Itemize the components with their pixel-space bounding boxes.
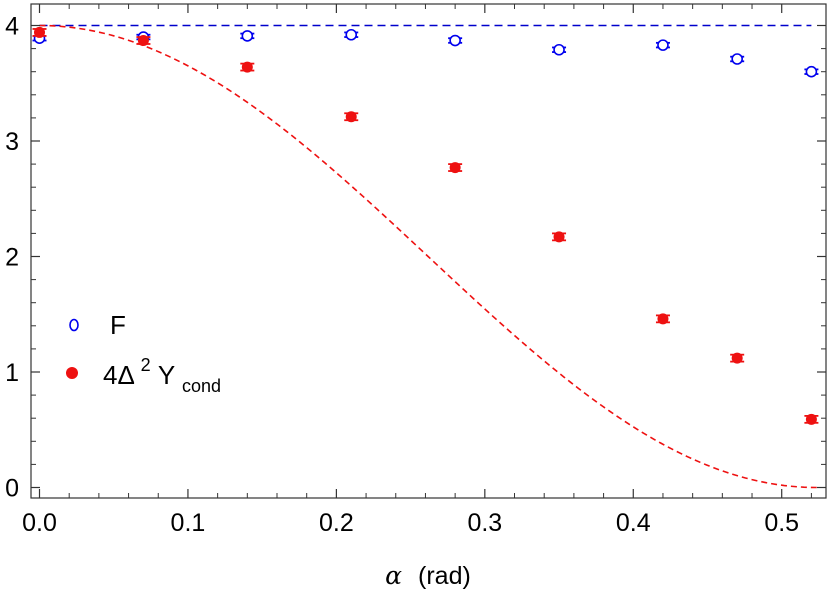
- reference-curve-cos2: [39, 24, 817, 489]
- legend-label-base: 4Δ: [103, 360, 134, 390]
- legend-label-4d2ycond: 4Δ 2 Y cond: [103, 347, 221, 396]
- x-axis-symbol: α: [385, 561, 402, 590]
- legend-item-f: F: [69, 310, 126, 340]
- data-point: [805, 413, 817, 425]
- data-point: [449, 34, 461, 47]
- data-point: [137, 35, 149, 47]
- y-tick-label: 0: [5, 475, 19, 503]
- data-point: [345, 111, 357, 123]
- x-tick-label: 0.1: [171, 509, 206, 537]
- data-point: [731, 352, 743, 364]
- legend-label-main: Y: [158, 360, 175, 390]
- y-tick-label: 4: [5, 13, 19, 41]
- legend-item-4d2ycond: 4Δ 2 Y cond: [66, 347, 221, 396]
- data-series: [32, 26, 819, 425]
- x-tick-label: 0.0: [22, 509, 57, 537]
- x-tick-label: 0.3: [467, 509, 502, 537]
- data-point: [657, 313, 669, 325]
- y-tick-label: 1: [5, 359, 19, 387]
- legend-label-sub: cond: [182, 376, 221, 396]
- reference-lines: [39, 24, 817, 489]
- data-point: [657, 39, 669, 51]
- data-point: [731, 53, 743, 65]
- series-1: [32, 26, 819, 425]
- x-tick-label: 0.5: [764, 509, 799, 537]
- legend-label-f: F: [110, 310, 126, 340]
- y-tick-label: 2: [5, 244, 19, 272]
- x-axis-label: α (rad): [385, 561, 471, 590]
- legend-marker-f: [69, 318, 79, 332]
- legend-marker-4d2ycond: [66, 367, 78, 379]
- data-point: [553, 231, 565, 243]
- data-point: [449, 162, 461, 174]
- data-point: [241, 61, 253, 73]
- x-tick-label: 0.2: [319, 509, 354, 537]
- data-point: [345, 28, 358, 41]
- legend-label-sup: 2: [141, 355, 151, 375]
- y-tick-labels: 0 1 2 3 4: [5, 13, 19, 503]
- data-point: [805, 65, 818, 78]
- data-point: [34, 26, 45, 38]
- axis-ticks: [31, 4, 826, 498]
- plot-frame: [30, 3, 827, 499]
- x-tick-labels: 0.0 0.1 0.2 0.3 0.4 0.5: [22, 509, 799, 537]
- y-tick-label: 3: [5, 128, 19, 156]
- x-axis-unit: (rad): [418, 562, 471, 590]
- data-point: [553, 43, 565, 56]
- data-point: [241, 30, 254, 42]
- x-tick-label: 0.4: [616, 509, 651, 537]
- legend: F 4Δ 2 Y cond: [66, 310, 221, 396]
